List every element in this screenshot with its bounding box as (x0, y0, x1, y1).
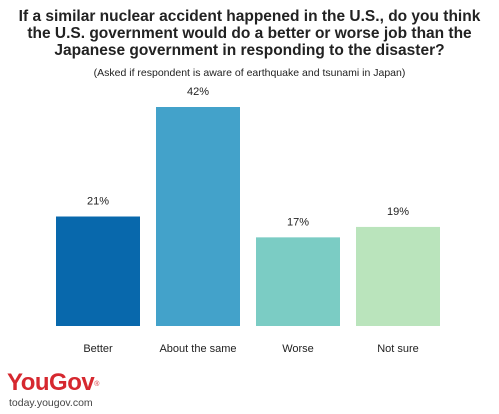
data-label: 21% (87, 196, 109, 208)
registered-mark: ® (94, 381, 99, 388)
bar (156, 107, 240, 326)
data-label: 19% (387, 206, 409, 218)
chart-title-line: the U.S. government would do a better or… (27, 25, 472, 42)
yougov-logo: YouGov® (7, 371, 99, 395)
bar (356, 226, 440, 326)
category-label: Worse (282, 343, 314, 355)
chart-title: If a similar nuclear accident happened i… (10, 8, 489, 59)
bar (256, 237, 340, 326)
bar (56, 216, 140, 326)
category-label: About the same (159, 343, 236, 355)
chart-title-line: Japanese government in responding to the… (54, 42, 445, 59)
logo-text: YouGov (7, 369, 95, 396)
chart-title-line: If a similar nuclear accident happened i… (18, 8, 481, 25)
category-label: Better (83, 343, 113, 355)
data-label: 42% (187, 86, 209, 98)
chart-subtitle: (Asked if respondent is aware of earthqu… (93, 67, 406, 79)
data-label: 17% (287, 216, 309, 228)
logo-url: today.yougov.com (9, 397, 93, 409)
category-label: Not sure (377, 343, 419, 355)
